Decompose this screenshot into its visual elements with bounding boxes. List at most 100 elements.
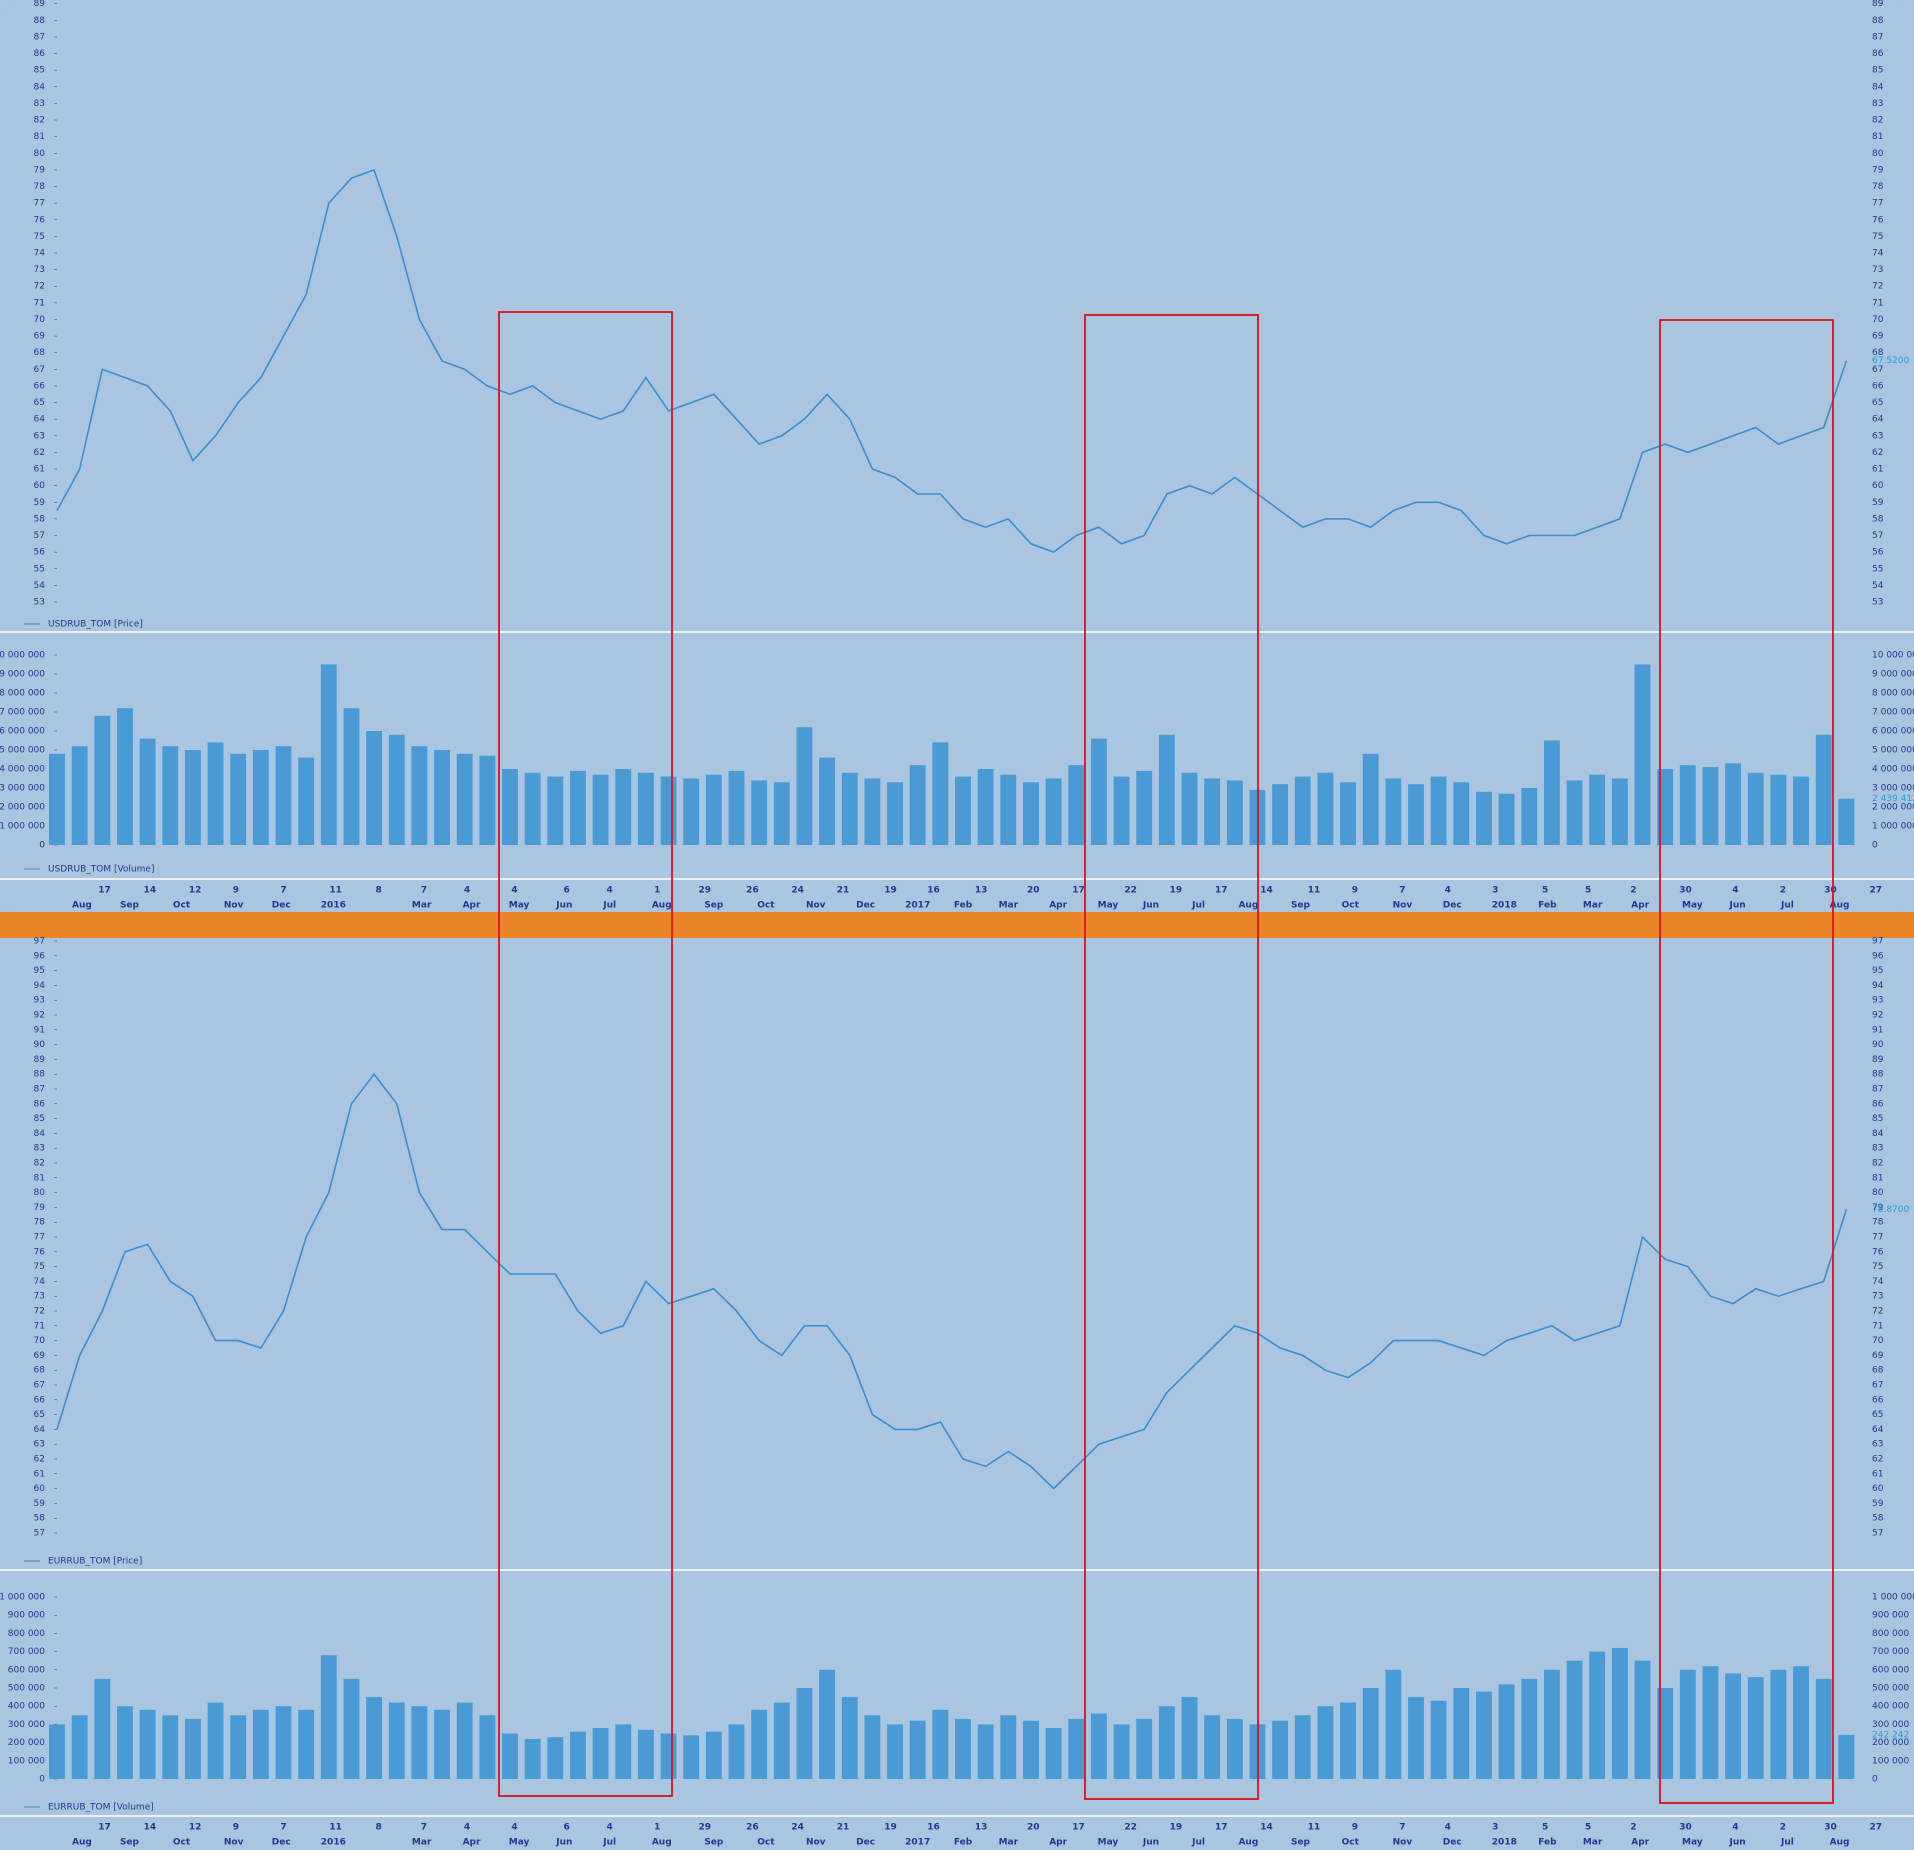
y-tick-label-right: 72 xyxy=(1872,282,1883,292)
y-tick-label: 85 xyxy=(34,66,45,76)
x-month-label: Oct xyxy=(757,901,775,911)
y-tick-label: 77 xyxy=(34,1233,45,1243)
volume-bar xyxy=(1158,734,1175,845)
y-tick-label: 63 xyxy=(34,1440,45,1450)
volume-bar xyxy=(1611,778,1628,845)
volume-bar xyxy=(298,1709,315,1779)
x-tick-label: 3 xyxy=(1492,886,1498,896)
y-tick-label: 81 xyxy=(34,132,45,142)
volume-bar xyxy=(1634,1660,1651,1779)
y-tick-label-right: 74 xyxy=(1872,248,1884,258)
volume-bar xyxy=(1023,782,1039,845)
x-tick-label: 9 xyxy=(1352,886,1358,896)
x-tick-label: 21 xyxy=(837,1823,850,1833)
volume-bar xyxy=(184,750,201,845)
x-tick-label: 4 xyxy=(511,886,517,896)
y-tick-label-right: 89 xyxy=(1872,0,1884,9)
legend-label: EURRUB_TOM [Volume] xyxy=(48,1803,154,1813)
volume-bar xyxy=(1000,1715,1017,1779)
volume-bar xyxy=(909,765,926,845)
x-tick-label: 26 xyxy=(746,886,759,896)
x-tick-label: 14 xyxy=(144,1823,157,1833)
top-panel xyxy=(0,0,1914,912)
y-tick-label: 58 xyxy=(34,1514,46,1524)
volume-bar xyxy=(1838,1734,1855,1779)
legend-label: EURRUB_TOM [Price] xyxy=(48,1557,142,1567)
x-tick-label: 30 xyxy=(1824,886,1837,896)
volume-bar xyxy=(1566,780,1583,845)
volume-bar xyxy=(1090,1713,1107,1779)
y-tick-label-right: 88 xyxy=(1872,1070,1884,1080)
y-tick-label-right: 90 xyxy=(1872,1040,1884,1050)
volume-bar xyxy=(796,1688,813,1779)
volume-bar xyxy=(1226,1718,1243,1779)
x-tick-label: 7 xyxy=(280,886,286,896)
y-tick-label-right: 100 000 xyxy=(1872,1756,1909,1766)
y-tick-label: 65 xyxy=(34,1410,45,1420)
volume-bar xyxy=(366,731,383,845)
x-month-label: Oct xyxy=(1342,1838,1360,1848)
y-tick-label-right: 67 xyxy=(1872,365,1883,375)
volume-bar xyxy=(117,708,133,845)
volume-bar xyxy=(1408,1697,1424,1779)
volume-bar xyxy=(683,778,700,845)
volume-bar xyxy=(887,1724,903,1779)
x-month-label: Feb xyxy=(1538,901,1557,911)
y-tick-label-right: 600 000 xyxy=(1872,1665,1909,1675)
volume-bar xyxy=(637,772,654,845)
y-tick-label: 82 xyxy=(34,1159,45,1169)
volume-bar xyxy=(1476,791,1492,845)
volume-bar xyxy=(298,757,315,845)
x-tick-label: 22 xyxy=(1124,1823,1137,1833)
x-tick-label: 17 xyxy=(1215,1823,1228,1833)
volume-bar xyxy=(479,1715,496,1779)
y-tick-label: 100 000 xyxy=(8,1756,45,1766)
volume-bar xyxy=(660,776,677,845)
volume-bar xyxy=(1521,788,1538,845)
x-tick-label: 27 xyxy=(1870,1823,1883,1833)
y-tick-label-right: 72 xyxy=(1872,1307,1883,1317)
y-tick-label-right: 76 xyxy=(1872,215,1884,225)
y-tick-label: 86 xyxy=(34,1099,46,1109)
volume-bar xyxy=(1543,1669,1560,1779)
y-tick-label: 68 xyxy=(34,348,46,358)
separator-band xyxy=(0,912,1914,938)
x-tick-label: 9 xyxy=(233,886,239,896)
x-month-label: Aug xyxy=(652,1838,672,1848)
y-tick-label: 87 xyxy=(34,1085,45,1095)
volume-bar xyxy=(1702,767,1719,845)
x-month-label: Nov xyxy=(224,1838,244,1848)
volume-bar xyxy=(1181,1697,1198,1779)
y-tick-label: 58 xyxy=(34,514,46,524)
x-month-label: May xyxy=(1682,1838,1703,1848)
volume-bar xyxy=(434,750,450,845)
x-tick-label: 14 xyxy=(1260,1823,1273,1833)
y-tick-label: 0 xyxy=(39,841,45,851)
y-tick-label-right: 87 xyxy=(1872,1085,1883,1095)
y-tick-label: 76 xyxy=(34,215,46,225)
y-tick-label-right: 63 xyxy=(1872,431,1883,441)
volume-bar xyxy=(1272,1720,1289,1779)
y-tick-label: 900 000 xyxy=(8,1611,45,1621)
y-tick-label-right: 77 xyxy=(1872,1233,1883,1243)
x-month-label: Mar xyxy=(999,901,1019,911)
x-month-label: Sep xyxy=(1291,1838,1311,1848)
volume-bar xyxy=(932,742,949,845)
volume-bar xyxy=(1340,1702,1356,1779)
highlight-box xyxy=(1659,319,1834,1804)
y-tick-label: 7 000 000 xyxy=(0,708,45,718)
volume-bar xyxy=(1000,774,1017,845)
volume-bar xyxy=(49,753,65,845)
volume-bar xyxy=(252,1709,269,1779)
volume-bar xyxy=(1181,772,1198,845)
volume-bar xyxy=(1294,1715,1311,1779)
y-tick-label-right: 5 000 000 xyxy=(1872,746,1914,756)
y-tick-label-right: 81 xyxy=(1872,1173,1883,1183)
volume-bar xyxy=(343,708,360,845)
x-month-label: Feb xyxy=(1538,1838,1557,1848)
last-value-label: 78.8700 xyxy=(1872,1205,1909,1215)
y-tick-label: 90 xyxy=(34,1040,46,1050)
x-month-label: Apr xyxy=(1631,1838,1649,1848)
y-tick-label: 93 xyxy=(34,996,45,1006)
y-tick-label: 61 xyxy=(34,1469,45,1479)
